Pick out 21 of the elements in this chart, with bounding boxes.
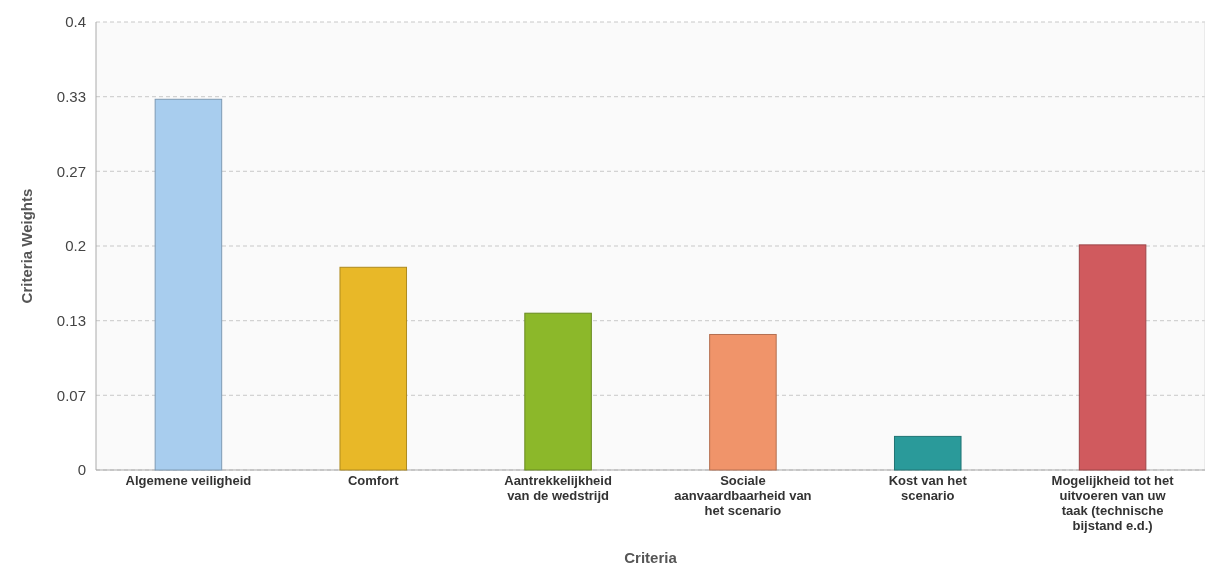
x-tick-label: Aantrekkelijkheid van de wedstrijd — [504, 473, 612, 503]
bar — [524, 312, 592, 471]
bar — [709, 333, 777, 471]
y-tick-label: 0 — [77, 461, 86, 479]
y-tick-label: 0.13 — [56, 311, 86, 329]
x-tick-label: Mogelijkheid tot het uitvoeren van uw taak (technische bijstand e.d.) — [1051, 473, 1175, 533]
bar — [154, 98, 223, 471]
y-tick-label: 0.4 — [65, 13, 86, 31]
y-tick-label: 0.07 — [56, 386, 86, 404]
x-tick-label: Sociale aanvaardbaarheid van het scenario — [674, 473, 812, 518]
y-tick-label: 0.27 — [56, 162, 86, 180]
x-tick-label: Algemene veiligheid — [125, 473, 252, 488]
bar — [893, 435, 962, 471]
y-tick-label: 0.33 — [56, 87, 86, 105]
bar — [1078, 244, 1147, 471]
x-tick-label: Comfort — [347, 473, 400, 488]
y-tick-label: 0.2 — [65, 237, 86, 255]
x-axis-title: Criteria — [624, 549, 678, 566]
y-axis-title: Criteria Weights — [18, 188, 35, 304]
bar — [339, 266, 408, 471]
x-tick-label: Kost van het scenario — [888, 473, 968, 503]
